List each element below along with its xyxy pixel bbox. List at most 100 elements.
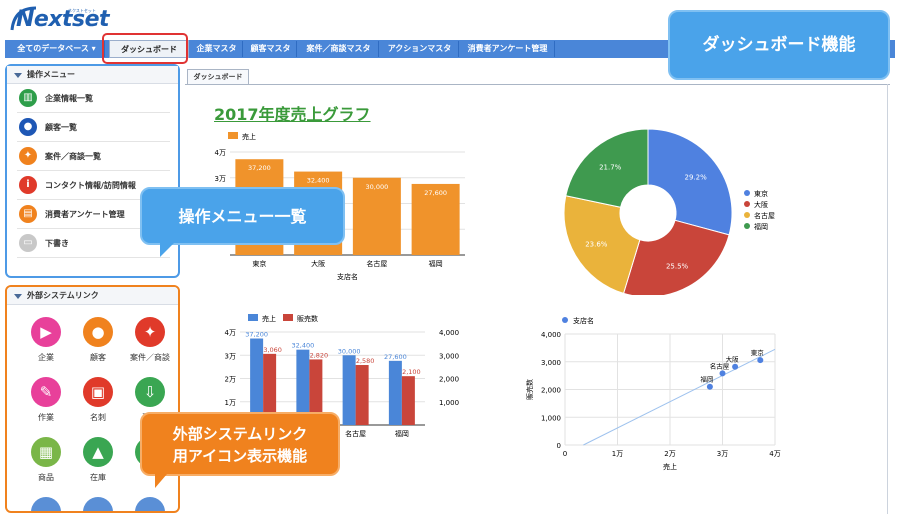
x-axis-title: 売上 bbox=[663, 462, 677, 471]
point-label: 東京 bbox=[751, 348, 765, 357]
point-label: 名古屋 bbox=[710, 361, 730, 370]
x-tick-label: 名古屋 bbox=[366, 259, 387, 268]
legend-label: 福岡 bbox=[754, 222, 768, 231]
x-tick-label: 1万 bbox=[612, 450, 623, 458]
external-link-item[interactable]: ▶ 企業 bbox=[21, 317, 71, 363]
y-tick-label: 4万 bbox=[225, 329, 236, 337]
pie-label: 21.7% bbox=[599, 163, 622, 171]
legend-label: 名古屋 bbox=[754, 211, 775, 220]
nav-tab-action-master[interactable]: アクションマスタ bbox=[381, 41, 459, 57]
external-link-item[interactable]: ▣ 名刺 bbox=[73, 377, 123, 423]
menu-callout-tail bbox=[160, 243, 174, 257]
nav-tab-deal-master[interactable]: 案件／商談マスタ bbox=[299, 41, 379, 57]
nav-tab-customer-master[interactable]: 顧客マスタ bbox=[245, 41, 297, 57]
legend-dot bbox=[744, 212, 750, 218]
legend-label: 支店名 bbox=[573, 316, 594, 325]
scatter-point bbox=[706, 383, 713, 390]
external-link-callout: 外部システムリンク 用アイコン表示機能 bbox=[140, 412, 340, 476]
menu-item[interactable]: ▥ 企業情報一覧 bbox=[17, 84, 170, 113]
y-tick-label: 3,000 bbox=[541, 359, 561, 367]
bar-label: 32,400 bbox=[292, 342, 315, 350]
y-tick-label: 0 bbox=[557, 442, 561, 450]
legend-dot bbox=[744, 223, 750, 229]
legend-label: 売上 bbox=[262, 314, 276, 323]
bar-label: 27,600 bbox=[384, 353, 407, 361]
operation-menu-header[interactable]: 操作メニュー bbox=[7, 66, 178, 84]
sales-units-combo-chart: 売上 販売数 4万 3万 2万 1万 4,000 3,000 2,000 1,000 37,200 3… bbox=[225, 314, 459, 438]
link-icon bbox=[31, 497, 61, 511]
menu-item[interactable]: i コンタクト情報/訪問情報 bbox=[17, 171, 170, 200]
external-link-item[interactable] bbox=[73, 497, 123, 511]
legend-swatch bbox=[248, 314, 258, 321]
scatter-point bbox=[757, 357, 764, 364]
worker-icon: ✎ bbox=[31, 377, 61, 407]
y2-tick-label: 3,000 bbox=[439, 352, 459, 360]
external-link-label: 在庫 bbox=[90, 473, 106, 482]
y2-tick-label: 4,000 bbox=[439, 329, 459, 337]
trendline bbox=[583, 348, 776, 446]
pie-label: 29.2% bbox=[685, 174, 708, 182]
external-link-item[interactable]: ▲ 在庫 bbox=[73, 437, 123, 483]
card-icon: ▣ bbox=[83, 377, 113, 407]
bar-label: 30,000 bbox=[338, 347, 361, 355]
y-tick-label: 2,000 bbox=[541, 387, 561, 395]
menu-item-label: 下書き bbox=[45, 239, 69, 248]
dashboard-tab-highlight bbox=[102, 33, 188, 64]
bar-sales bbox=[388, 360, 402, 425]
logo-text: Nextset bbox=[16, 7, 110, 32]
external-link-item[interactable] bbox=[21, 497, 71, 511]
handshake-icon: ✦ bbox=[19, 147, 37, 165]
logo-subtext: ネクストセット bbox=[68, 8, 96, 13]
external-link-label: 案件／商談 bbox=[130, 353, 170, 362]
y2-tick-label: 1,000 bbox=[439, 399, 459, 407]
pie-slice bbox=[622, 219, 730, 295]
menu-item[interactable]: ▤ 消費者アンケート管理 bbox=[17, 200, 170, 229]
external-link-label: 商品 bbox=[38, 473, 54, 482]
y-tick-label: 1,000 bbox=[541, 414, 561, 422]
bar bbox=[352, 177, 401, 255]
external-link-item[interactable]: ✦ 案件／商談 bbox=[125, 317, 175, 363]
nav-tab-dashboard[interactable]: ダッシュボード bbox=[109, 40, 189, 58]
external-link-item[interactable] bbox=[125, 497, 175, 511]
dashboard-content-tab[interactable]: ダッシュボード bbox=[187, 69, 249, 85]
bar-sales bbox=[250, 338, 264, 425]
y-tick-label: 4万 bbox=[215, 149, 226, 157]
external-link-item[interactable]: ● 顧客 bbox=[73, 317, 123, 363]
nav-tab-company-master[interactable]: 企業マスタ bbox=[191, 41, 243, 57]
menu-item[interactable]: ▭ 下書き bbox=[17, 229, 170, 258]
legend-dot bbox=[744, 201, 750, 207]
x-tick-label: 名古屋 bbox=[345, 429, 366, 438]
nav-tab-all-databases[interactable]: 全てのデータベース ▾ bbox=[9, 41, 105, 57]
tab-divider bbox=[185, 84, 890, 85]
legend-swatch bbox=[228, 132, 238, 139]
x-tick-label: 東京 bbox=[252, 259, 266, 268]
legend-label: 大阪 bbox=[754, 200, 768, 209]
external-link-item[interactable]: ✎ 作業 bbox=[21, 377, 71, 423]
x-tick-label: 福岡 bbox=[429, 259, 443, 268]
external-link-item[interactable]: ▦ 商品 bbox=[21, 437, 71, 483]
collapse-triangle-icon[interactable] bbox=[14, 294, 22, 299]
y-axis-title: 販売数 bbox=[525, 379, 534, 400]
bar-label: 30,000 bbox=[366, 183, 389, 191]
external-links-header[interactable]: 外部システムリンク bbox=[7, 287, 178, 305]
clipboard-icon: ▤ bbox=[19, 205, 37, 223]
scatter-point bbox=[732, 363, 739, 370]
legend-label: 販売数 bbox=[297, 314, 318, 323]
menu-item[interactable]: ✦ 案件／商談一覧 bbox=[17, 142, 170, 171]
nav-tab-survey-management[interactable]: 消費者アンケート管理 bbox=[461, 41, 555, 57]
chart-title[interactable]: 2017年度売上グラフ bbox=[214, 105, 371, 124]
y-tick-label: 3万 bbox=[215, 175, 226, 183]
y2-tick-label: 2,000 bbox=[439, 376, 459, 384]
bar-label: 37,200 bbox=[248, 164, 271, 172]
bar-units bbox=[355, 365, 369, 425]
collapse-triangle-icon[interactable] bbox=[14, 73, 22, 78]
menu-list-callout: 操作メニュー一覧 bbox=[140, 187, 345, 245]
menu-item[interactable]: ● 顧客一覧 bbox=[17, 113, 170, 142]
nextset-logo[interactable]: Nextset ネクストセット bbox=[8, 4, 118, 36]
menu-item-label: コンタクト情報/訪問情報 bbox=[45, 181, 136, 190]
bar-label: 3,060 bbox=[263, 346, 282, 354]
legend-dot bbox=[562, 317, 568, 323]
handshake-icon: ✦ bbox=[135, 317, 165, 347]
